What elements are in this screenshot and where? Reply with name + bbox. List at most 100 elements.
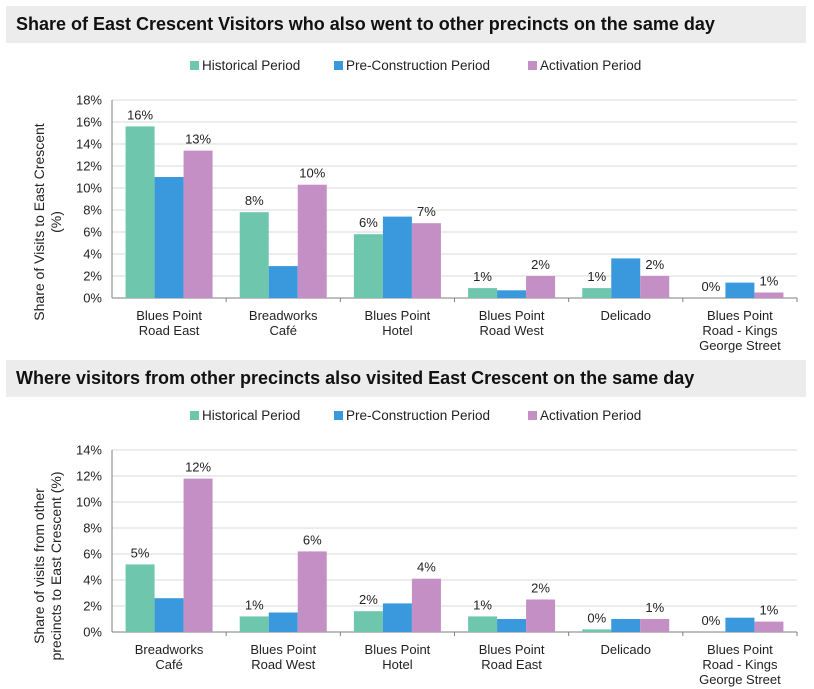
chart-1-y-tick-label: 10% <box>76 181 102 196</box>
chart-2-y-tick-label: 4% <box>83 573 102 588</box>
chart-1-category-label: Breadworks Café <box>249 308 318 338</box>
chart-2-data-label: 6% <box>303 532 322 547</box>
chart-2-y-tick-label: 6% <box>83 547 102 562</box>
chart-2-y-axis-title: Share of visits from otherprecincts to E… <box>31 471 64 660</box>
chart-1-data-label: 1% <box>587 269 606 284</box>
chart-2-bar-pre-construction <box>725 617 755 632</box>
chart-1-bar-pre-construction <box>268 266 298 298</box>
chart-2-y-tick-label: 2% <box>83 599 102 614</box>
chart-2-bar-pre-construction <box>611 619 641 632</box>
chart-1-bar-pre-construction <box>611 258 641 298</box>
chart-2-legend-label-pre-construction: Pre-Construction Period <box>346 408 490 423</box>
chart-2-data-label: 2% <box>531 581 550 596</box>
chart-1-bar-activation <box>526 276 556 298</box>
chart-2-y-tick-label: 10% <box>76 495 102 510</box>
chart-1-category-label: Delicado <box>600 308 651 323</box>
chart-2-category-label: Blues Point Hotel <box>365 642 431 672</box>
chart-1-legend-label-pre-construction: Pre-Construction Period <box>346 58 490 73</box>
chart-1-bar-pre-construction <box>382 216 412 298</box>
chart-1-data-label: 1% <box>760 274 779 289</box>
chart-2-category-label: Delicado <box>600 642 651 657</box>
chart-1-y-tick-label: 2% <box>83 269 102 284</box>
chart-2-bar-historical <box>125 564 155 632</box>
chart-1-data-label: 6% <box>359 215 378 230</box>
chart-2-data-label: 12% <box>185 460 211 475</box>
chart-2-data-label: 1% <box>473 597 492 612</box>
chart-1-bar-pre-construction <box>154 177 184 298</box>
chart-2-data-label: 1% <box>760 603 779 618</box>
chart-2-bar-historical <box>468 616 498 632</box>
chart-1-bar-activation <box>754 292 784 298</box>
chart-1-category-label: Blues Point Road West <box>479 308 545 338</box>
chart-2-bar-historical <box>239 616 269 632</box>
chart-1-bar-activation <box>297 184 327 298</box>
chart-1-data-label: 2% <box>645 257 664 272</box>
chart-1-data-label: 2% <box>531 257 550 272</box>
chart-2-bar-historical <box>582 629 612 632</box>
chart-1-legend-swatch-activation <box>528 61 537 70</box>
chart-2-legend-label-historical: Historical Period <box>202 408 300 423</box>
chart-1-legend-label-historical: Historical Period <box>202 58 300 73</box>
chart-2-data-label: 5% <box>131 545 150 560</box>
chart-1-y-tick-label: 18% <box>76 93 102 108</box>
chart-2-data-label: 1% <box>645 600 664 615</box>
chart-1-y-axis-title: Share of Visits to East Crescent(%) <box>31 123 64 320</box>
chart-2-title: Where visitors from other precincts also… <box>6 360 806 397</box>
chart-2-data-label: 4% <box>417 560 436 575</box>
chart-2-y-tick-label: 0% <box>83 625 102 640</box>
chart-1-data-label: 13% <box>185 132 211 147</box>
chart-1-bar-historical <box>125 126 155 299</box>
chart-1-data-label: 7% <box>417 204 436 219</box>
chart-2-data-label: 2% <box>359 592 378 607</box>
chart-2-y-tick-label: 12% <box>76 469 102 484</box>
chart-1-category-label: Blues Point Road East <box>136 308 202 338</box>
chart-2-data-label: 1% <box>245 597 264 612</box>
chart-1-category-label: Blues Point Hotel <box>365 308 431 338</box>
chart-2-category-label: Blues Point Road East <box>479 642 545 672</box>
chart-1-category-label: Blues Point Road - Kings George Street <box>699 308 781 353</box>
chart-2-bar-activation <box>183 478 213 632</box>
chart-2-category-label: Blues Point Road - Kings George Street <box>699 642 781 687</box>
chart-1-y-tick-label: 0% <box>83 291 102 306</box>
chart-2-data-label: 0% <box>702 613 721 628</box>
chart-2-bar-activation <box>640 619 670 632</box>
chart-1-bar-activation <box>411 223 441 298</box>
chart-2-bar-pre-construction <box>268 612 298 632</box>
chart-1-bar-pre-construction <box>725 282 755 298</box>
chart-2-legend-label-activation: Activation Period <box>540 408 641 423</box>
chart-1-data-label: 1% <box>473 269 492 284</box>
chart-2-bar-activation <box>297 551 327 632</box>
chart-1-y-tick-label: 6% <box>83 225 102 240</box>
chart-2-bar-pre-construction <box>382 603 412 632</box>
chart-1-y-tick-label: 14% <box>76 137 102 152</box>
chart-2-data-label: 0% <box>587 610 606 625</box>
chart-2-bar-pre-construction <box>154 598 184 632</box>
chart-2-category-label: Blues Point Road West <box>250 642 316 672</box>
chart-2-y-tick-label: 14% <box>76 443 102 458</box>
chart-1-bar-historical <box>353 234 383 298</box>
chart-2-bar-pre-construction <box>497 619 527 632</box>
chart-1-y-tick-label: 4% <box>83 247 102 262</box>
chart-1-y-tick-label: 12% <box>76 159 102 174</box>
chart-1-data-label: 16% <box>127 107 153 122</box>
chart-1-bar-historical <box>239 212 269 298</box>
chart-1-data-label: 0% <box>702 279 721 294</box>
chart-1-bar-historical <box>582 288 612 298</box>
chart-2-y-tick-label: 8% <box>83 521 102 536</box>
chart-1-bar-activation <box>183 150 213 298</box>
chart-1-legend-swatch-historical <box>190 61 199 70</box>
chart-1-y-tick-label: 8% <box>83 203 102 218</box>
chart-2-legend-swatch-historical <box>190 411 199 420</box>
chart-2-legend-swatch-pre-construction <box>334 411 343 420</box>
chart-2-legend-swatch-activation <box>528 411 537 420</box>
chart-2-category-label: Breadworks Café <box>135 642 204 672</box>
chart-1-title: Share of East Crescent Visitors who also… <box>6 6 806 43</box>
chart-1-legend-swatch-pre-construction <box>334 61 343 70</box>
chart-1-bar-activation <box>640 276 670 298</box>
chart-1-data-label: 8% <box>245 193 264 208</box>
chart-2-bar-activation <box>754 621 784 632</box>
chart-1-y-tick-label: 16% <box>76 115 102 130</box>
chart-1-bar-pre-construction <box>497 290 527 298</box>
chart-1-data-label: 10% <box>299 166 325 181</box>
